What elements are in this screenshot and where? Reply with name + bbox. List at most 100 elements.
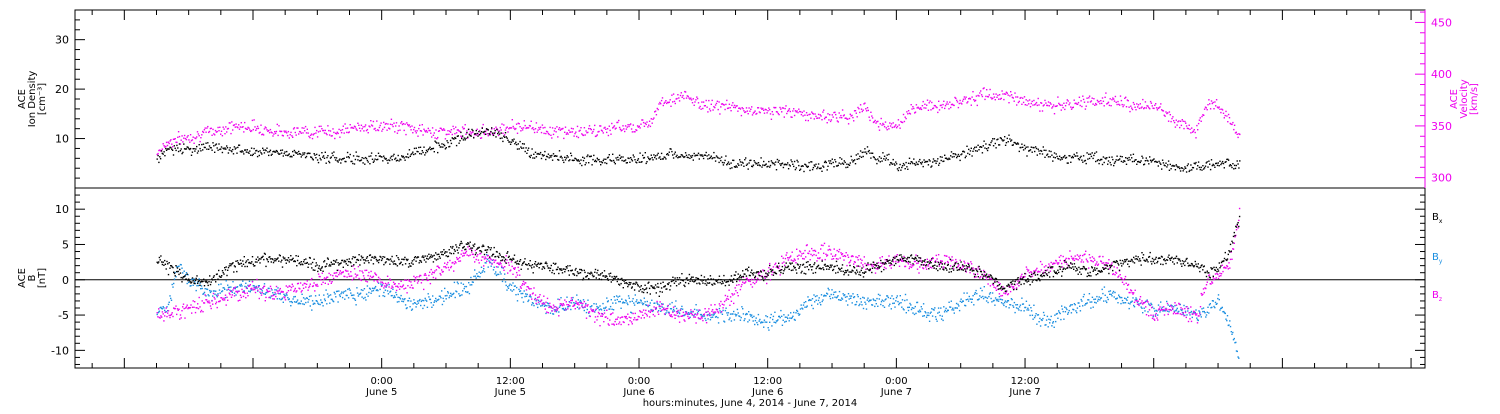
velocity-series-dot	[1033, 100, 1034, 101]
by-series-dot	[1216, 303, 1217, 304]
by-series-dot	[918, 311, 919, 312]
velocity-series-dot	[452, 134, 453, 135]
bz-series-dot	[607, 318, 608, 319]
by-series-dot	[769, 322, 770, 323]
velocity-series-dot	[200, 137, 201, 138]
density-series-dot	[247, 149, 248, 150]
bz-series-dot	[634, 317, 635, 318]
bz-series-dot	[239, 300, 240, 301]
velocity-series-dot	[786, 113, 787, 114]
by-series-dot	[604, 310, 605, 311]
by-series-dot	[162, 308, 163, 309]
velocity-series-dot	[476, 134, 477, 135]
density-series-dot	[992, 138, 993, 139]
bz-series-dot	[495, 260, 496, 261]
density-series-dot	[203, 144, 204, 145]
by-series-dot	[1053, 321, 1054, 322]
by-series-dot	[360, 293, 361, 294]
by-series-dot	[174, 279, 175, 280]
by-series-dot	[1153, 308, 1154, 309]
density-series-dot	[582, 157, 583, 158]
by-series-dot	[705, 320, 706, 321]
density-series-dot	[880, 161, 881, 162]
bz-series-dot	[358, 266, 359, 267]
density-series-dot	[887, 154, 888, 155]
density-series-dot	[1125, 157, 1126, 158]
velocity-series-dot	[962, 100, 963, 101]
bz-series-dot	[753, 282, 754, 283]
density-series-dot	[592, 159, 593, 160]
density-series-dot	[655, 155, 656, 156]
by-series-dot	[491, 266, 492, 267]
velocity-series-dot	[187, 136, 188, 137]
velocity-series-dot	[165, 146, 166, 147]
by-series-dot	[1204, 312, 1205, 313]
by-series-dot	[1026, 301, 1027, 302]
bz-series-dot	[416, 276, 417, 277]
velocity-series-dot	[844, 114, 845, 115]
by-series-dot	[835, 291, 836, 292]
bz-series-dot	[501, 266, 502, 267]
bz-series-dot	[592, 311, 593, 312]
bz-series-dot	[414, 281, 415, 282]
density-series-dot	[881, 158, 882, 159]
velocity-series-dot	[653, 117, 654, 118]
by-series-dot	[272, 292, 273, 293]
by-series-dot	[1177, 308, 1178, 309]
by-series-dot	[516, 287, 517, 288]
by-series-dot	[673, 309, 674, 310]
by-series-dot	[478, 276, 479, 277]
density-series-dot	[407, 153, 408, 154]
density-series-dot	[1224, 167, 1225, 168]
by-series-dot	[732, 313, 733, 314]
density-series-dot	[275, 151, 276, 152]
velocity-series-dot	[864, 103, 865, 104]
by-series-dot	[178, 266, 179, 267]
velocity-series-dot	[477, 129, 478, 130]
density-series-dot	[845, 167, 846, 168]
by-series-dot	[380, 283, 381, 284]
by-series-dot	[443, 301, 444, 302]
bz-series-dot	[774, 264, 775, 265]
by-series-dot	[832, 297, 833, 298]
by-series-dot	[583, 299, 584, 300]
velocity-series-dot	[1208, 99, 1209, 100]
velocity-series-dot	[798, 109, 799, 110]
density-series-dot	[194, 150, 195, 151]
by-series-dot	[482, 270, 483, 271]
by-series-dot	[898, 304, 899, 305]
velocity-series-dot	[1144, 107, 1145, 108]
by-series-dot	[892, 303, 893, 304]
bz-series-dot	[343, 271, 344, 272]
bz-series-dot	[717, 311, 718, 312]
velocity-series-dot	[754, 112, 755, 113]
density-series-dot	[855, 163, 856, 164]
bz-series-dot	[593, 309, 594, 310]
density-series-dot	[558, 159, 559, 160]
by-series-dot	[1181, 310, 1182, 311]
velocity-series-dot	[640, 124, 641, 125]
by-series-dot	[923, 303, 924, 304]
bz-series-dot	[546, 311, 547, 312]
velocity-series-dot	[338, 129, 339, 130]
velocity-series-dot	[413, 129, 414, 130]
bz-series-dot	[234, 295, 235, 296]
density-series-dot	[675, 152, 676, 153]
by-series-dot	[786, 321, 787, 322]
by-series-dot	[1117, 302, 1118, 303]
density-series-dot	[834, 159, 835, 160]
by-series-dot	[1200, 314, 1201, 315]
by-series-dot	[1083, 296, 1084, 297]
by-series-dot	[920, 311, 921, 312]
density-series-dot	[506, 136, 507, 137]
bz-series-dot	[305, 286, 306, 287]
velocity-series-dot	[1080, 105, 1081, 106]
by-series-dot	[403, 301, 404, 302]
by-series-dot	[854, 296, 855, 297]
velocity-series-dot	[318, 131, 319, 132]
density-series-dot	[406, 156, 407, 157]
by-series-dot	[1048, 319, 1049, 320]
velocity-series-dot	[426, 130, 427, 131]
velocity-series-dot	[1227, 121, 1228, 122]
density-series-dot	[1063, 156, 1064, 157]
